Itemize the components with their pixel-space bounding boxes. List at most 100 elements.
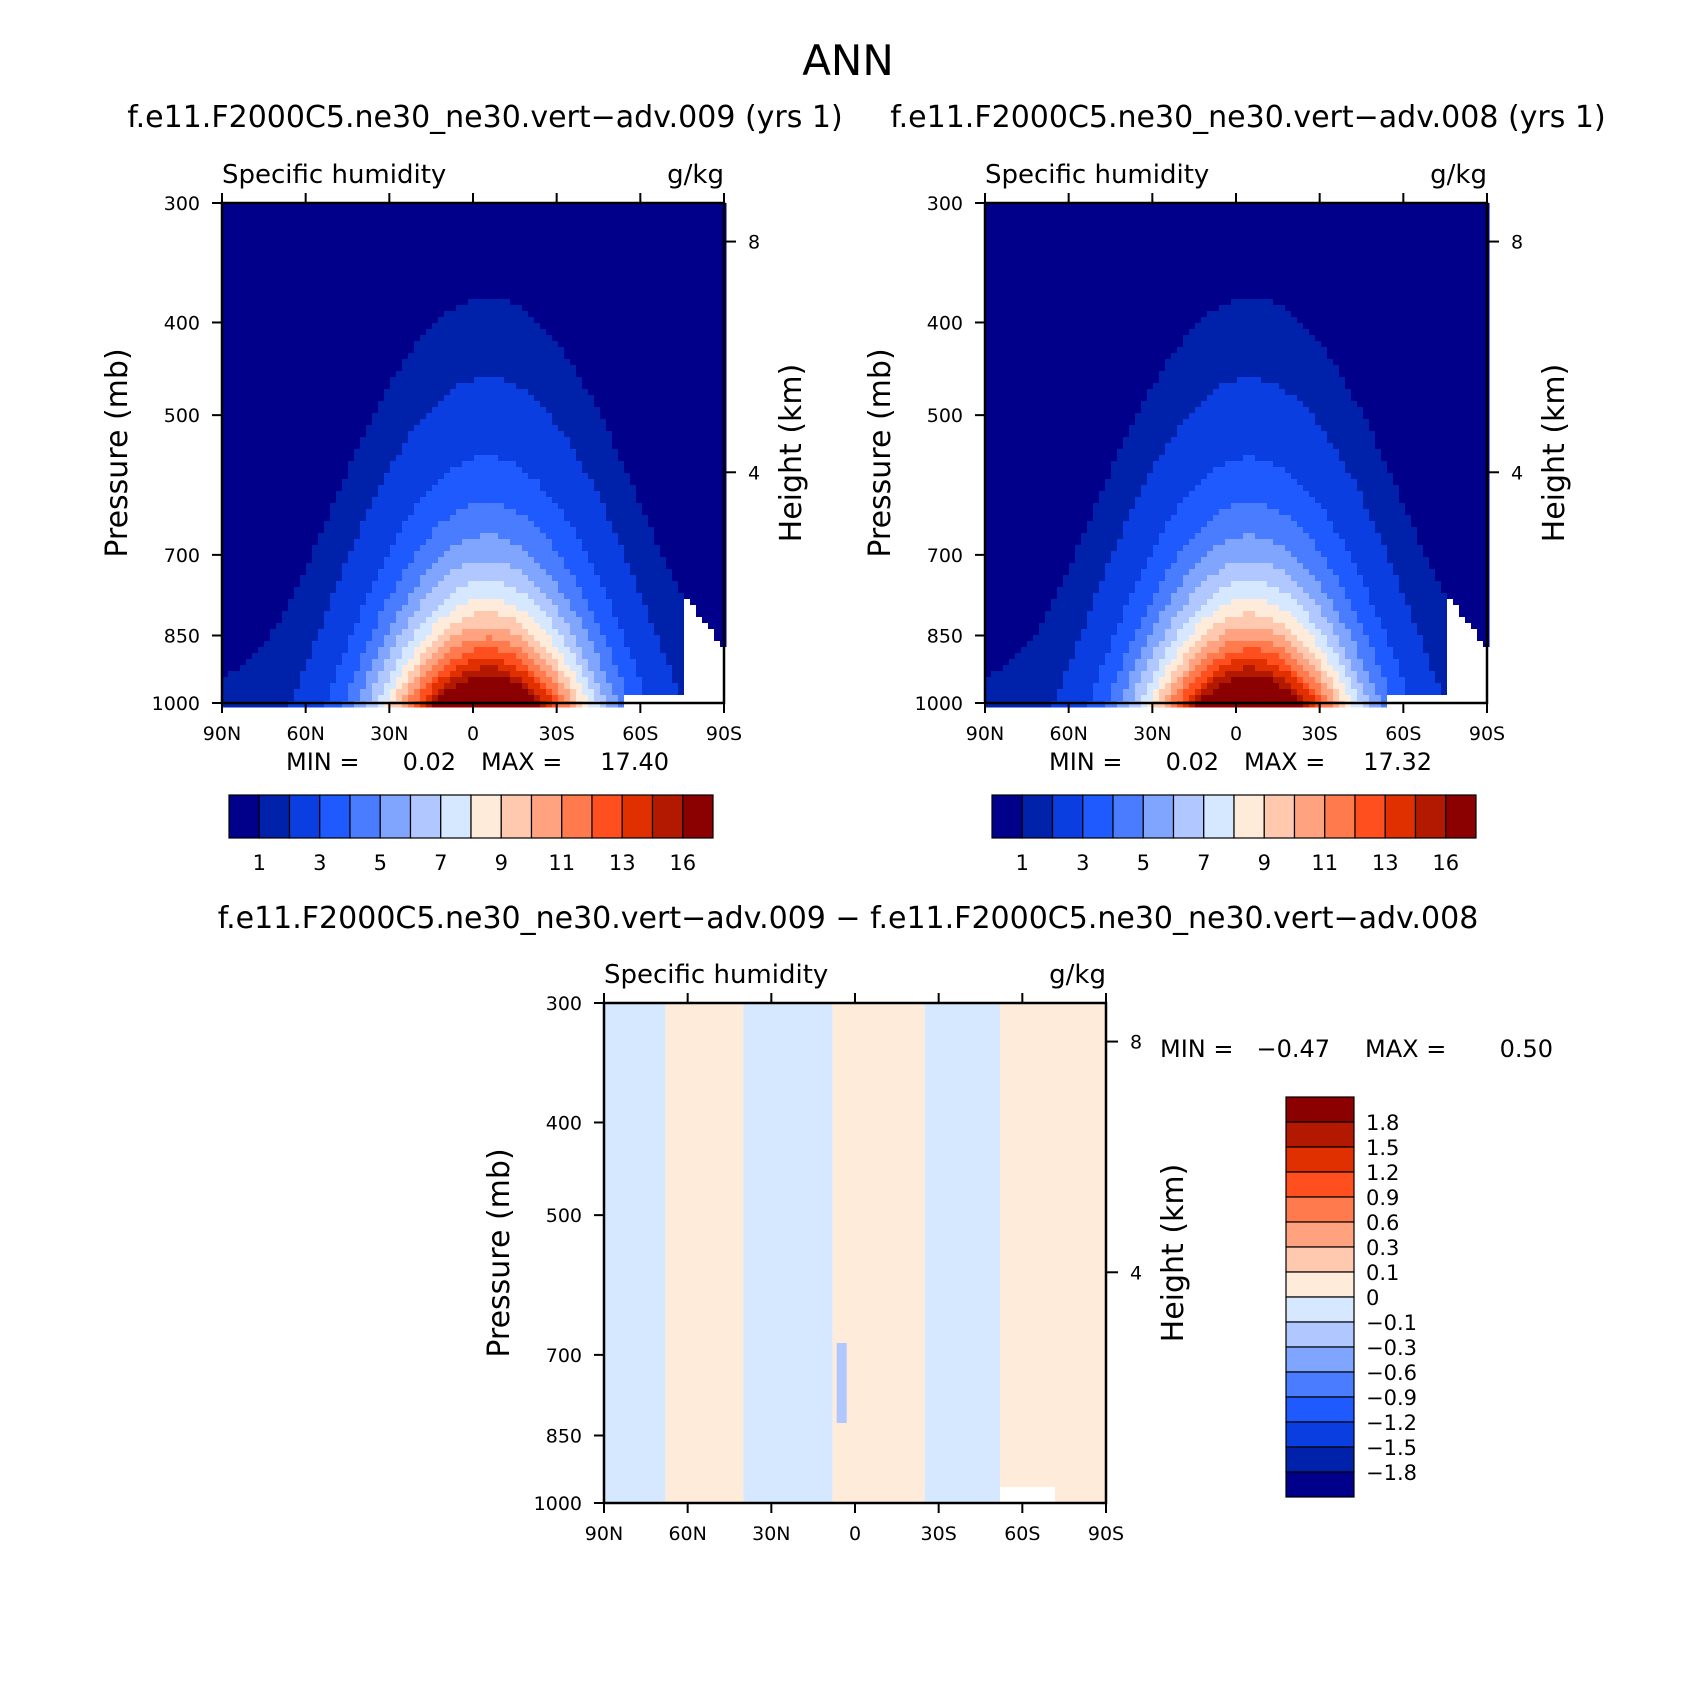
contour-cell bbox=[330, 557, 337, 564]
contour-cell bbox=[282, 545, 289, 552]
contour-cell bbox=[384, 431, 391, 438]
contour-cell bbox=[384, 605, 391, 612]
contour-cell bbox=[522, 263, 529, 270]
contour-cell bbox=[396, 533, 403, 540]
contour-cell bbox=[420, 617, 427, 624]
contour-cell bbox=[366, 515, 373, 522]
contour-cell bbox=[558, 545, 565, 552]
contour-cell bbox=[294, 203, 301, 210]
contour-cell bbox=[390, 569, 397, 576]
contour-cell bbox=[522, 239, 529, 246]
contour-cell bbox=[420, 437, 427, 444]
contour-cell bbox=[270, 293, 277, 300]
contour-cell bbox=[318, 629, 325, 636]
contour-cell bbox=[306, 575, 313, 582]
contour-cell bbox=[432, 491, 439, 498]
contour-cell bbox=[432, 605, 439, 612]
contour-cell bbox=[252, 557, 259, 564]
contour-cell bbox=[360, 263, 367, 270]
contour-cell bbox=[300, 467, 307, 474]
contour-cell bbox=[348, 557, 355, 564]
contour-cell bbox=[330, 437, 337, 444]
contour-cell bbox=[504, 263, 511, 270]
contour-cell bbox=[336, 587, 343, 594]
contour-cell bbox=[408, 341, 415, 348]
contour-cell bbox=[336, 641, 343, 648]
contour-cell bbox=[252, 527, 259, 534]
contour-cell bbox=[354, 539, 361, 546]
contour-cell bbox=[432, 305, 439, 312]
contour-cell bbox=[366, 359, 373, 366]
contour-cell bbox=[246, 209, 253, 216]
contour-cell bbox=[282, 419, 289, 426]
contour-cell bbox=[276, 635, 283, 642]
contour-cell bbox=[270, 665, 277, 672]
contour-cell bbox=[576, 287, 583, 294]
contour-cell bbox=[222, 377, 229, 384]
contour-cell bbox=[570, 413, 577, 420]
contour-cell bbox=[384, 641, 391, 648]
contour-cell bbox=[240, 551, 247, 558]
contour-cell bbox=[396, 287, 403, 294]
contour-cell bbox=[240, 233, 247, 240]
contour-cell bbox=[552, 305, 559, 312]
contour-cell bbox=[330, 635, 337, 642]
contour-cell bbox=[438, 677, 445, 684]
contour-cell bbox=[576, 413, 583, 420]
contour-cell bbox=[468, 215, 475, 222]
contour-cell bbox=[354, 629, 361, 636]
contour-cell bbox=[444, 293, 451, 300]
contour-cell bbox=[498, 209, 505, 216]
contour-cell bbox=[528, 335, 535, 342]
contour-cell bbox=[414, 659, 421, 666]
contour-cell bbox=[552, 383, 559, 390]
contour-cell bbox=[558, 569, 565, 576]
contour-cell bbox=[366, 413, 373, 420]
contour-cell bbox=[504, 347, 511, 354]
contour-cell bbox=[390, 671, 397, 678]
contour-cell bbox=[354, 203, 361, 210]
contour-cell bbox=[234, 545, 241, 552]
contour-cell bbox=[354, 467, 361, 474]
contour-cell bbox=[426, 659, 433, 666]
contour-cell bbox=[354, 497, 361, 504]
contour-cell bbox=[342, 545, 349, 552]
contour-cell bbox=[288, 227, 295, 234]
contour-cell bbox=[234, 461, 241, 468]
contour-cell bbox=[306, 629, 313, 636]
contour-cell bbox=[468, 311, 475, 318]
contour-cell bbox=[330, 377, 337, 384]
contour-cell bbox=[420, 245, 427, 252]
contour-cell bbox=[474, 287, 481, 294]
contour-cell bbox=[408, 683, 415, 690]
contour-cell bbox=[354, 221, 361, 228]
contour-cell bbox=[540, 323, 547, 330]
contour-cell bbox=[564, 659, 571, 666]
contour-cell bbox=[276, 239, 283, 246]
contour-cell bbox=[264, 647, 271, 654]
contour-cell bbox=[462, 647, 469, 654]
contour-cell bbox=[288, 383, 295, 390]
contour-cell bbox=[576, 377, 583, 384]
contour-cell bbox=[288, 449, 295, 456]
contour-cell bbox=[366, 653, 373, 660]
contour-cell bbox=[234, 623, 241, 630]
contour-cell bbox=[384, 515, 391, 522]
contour-cell bbox=[486, 257, 493, 264]
contour-cell bbox=[240, 599, 247, 606]
contour-cell bbox=[528, 281, 535, 288]
contour-cell bbox=[480, 581, 487, 588]
contour-cell bbox=[474, 263, 481, 270]
contour-cell bbox=[516, 653, 523, 660]
contour-cell bbox=[360, 293, 367, 300]
contour-cell bbox=[552, 617, 559, 624]
contour-cell bbox=[396, 449, 403, 456]
contour-cell bbox=[222, 533, 229, 540]
contour-cell bbox=[306, 599, 313, 606]
contour-cell bbox=[546, 509, 553, 516]
contour-cell bbox=[294, 311, 301, 318]
contour-cell bbox=[402, 581, 409, 588]
contour-cell bbox=[456, 365, 463, 372]
contour-cell bbox=[246, 593, 253, 600]
contour-cell bbox=[528, 599, 535, 606]
